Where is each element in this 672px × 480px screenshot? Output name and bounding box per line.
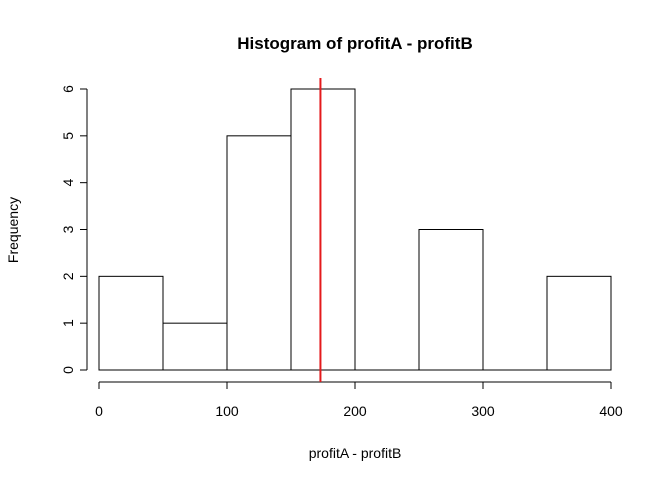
- y-tick-label-3: 3: [60, 225, 76, 233]
- x-axis-label: profitA - profitB: [309, 445, 402, 461]
- bars-group: [98, 88, 612, 371]
- x-axis: 0 100 200 300 400: [95, 381, 623, 419]
- histogram-bar-0: [98, 275, 164, 371]
- y-tick-label-4: 4: [60, 179, 76, 187]
- x-tick-label-0: 0: [95, 403, 103, 419]
- histogram-bar-1: [162, 322, 228, 371]
- y-axis-label: Frequency: [5, 197, 21, 263]
- histogram-bar-3: [290, 88, 356, 371]
- x-tick-label-3: 300: [471, 403, 495, 419]
- x-tick-label-2: 200: [343, 403, 367, 419]
- y-tick-label-2: 2: [60, 272, 76, 280]
- histogram-bar-5: [418, 229, 484, 371]
- y-tick-label-0: 0: [60, 366, 76, 374]
- y-tick-label-6: 6: [60, 85, 76, 93]
- x-tick-label-4: 400: [599, 403, 623, 419]
- histogram-bar-7: [546, 275, 612, 371]
- y-tick-label-5: 5: [60, 132, 76, 140]
- histogram-bar-2: [226, 135, 292, 371]
- chart-title: Histogram of profitA - profitB: [237, 34, 472, 53]
- y-axis: 0 1 2 3 4 5 6: [60, 85, 88, 374]
- x-tick-label-1: 100: [215, 403, 239, 419]
- y-tick-label-1: 1: [60, 319, 76, 327]
